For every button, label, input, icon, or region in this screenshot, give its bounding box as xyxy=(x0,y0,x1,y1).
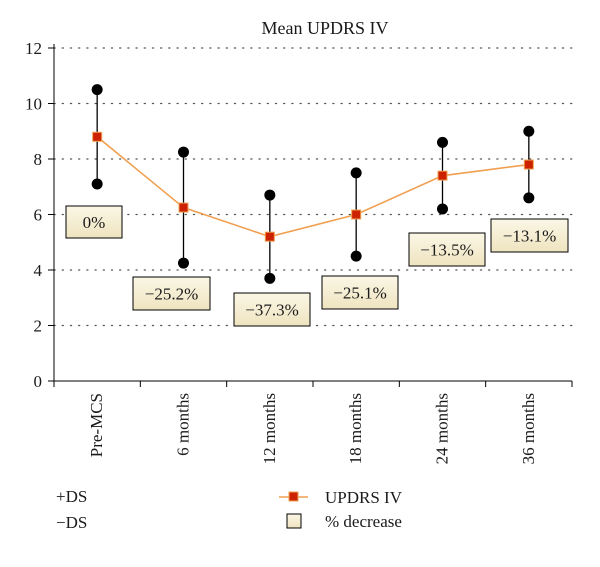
legend-box-label: % decrease xyxy=(325,512,402,531)
legend-box-swatch xyxy=(286,513,302,529)
pct-decrease-label: −25.1% xyxy=(333,284,387,303)
series-line-updrs-iv xyxy=(96,136,529,238)
x-category-label: 6 months xyxy=(174,393,193,456)
pct-decrease-label: −13.5% xyxy=(420,241,474,260)
legend-layer: +DS −DS UPDRS IV % decrease xyxy=(56,487,403,532)
series-point xyxy=(437,170,448,181)
pct-decrease-label: −25.2% xyxy=(145,285,199,304)
y-tick-label: 10 xyxy=(25,95,42,114)
x-category-label: 18 months xyxy=(346,393,365,464)
lower-ds-point xyxy=(91,178,103,190)
x-category-label: 24 months xyxy=(433,393,452,464)
lower-ds-point xyxy=(178,257,189,269)
pct-decrease-label: −13.1% xyxy=(503,227,557,246)
chart-title: Mean UPDRS IV xyxy=(261,18,388,38)
upper-ds-point xyxy=(264,189,276,201)
lower-ds-point xyxy=(437,203,448,215)
pct-decrease-box xyxy=(233,292,311,327)
grid-layer xyxy=(53,47,573,327)
y-tick-label: 0 xyxy=(34,372,43,391)
pct-decrease-label: −37.3% xyxy=(245,301,299,320)
upper-ds-point xyxy=(523,125,535,137)
upper-ds-point xyxy=(350,167,362,179)
y-tick-label: 8 xyxy=(34,150,43,169)
upper-ds-point xyxy=(178,146,189,158)
legend-marker-swatch xyxy=(288,491,299,502)
y-tick-label: 2 xyxy=(34,317,43,336)
pct-decrease-label: 0% xyxy=(83,213,106,232)
series-point xyxy=(523,159,534,170)
series-point xyxy=(264,231,275,242)
upper-ds-point xyxy=(437,136,448,148)
lower-ds-point xyxy=(350,250,362,262)
pct-decrease-box xyxy=(321,275,399,310)
series-point xyxy=(351,209,362,220)
lower-ds-point xyxy=(523,192,535,204)
lower-ds-point xyxy=(264,272,276,284)
pct-decrease-box xyxy=(65,205,123,239)
pct-decrease-box xyxy=(132,276,211,311)
series-point xyxy=(92,131,103,142)
x-category-label: 36 months xyxy=(519,393,538,464)
axis-layer: 0 2 4 6 8 10 12 Pre-MCS 6 months 12 months 18 mont… xyxy=(25,39,573,464)
pct-decrease-box xyxy=(408,232,486,267)
x-category-label: Pre-MCS xyxy=(87,393,106,457)
y-tick-label: 4 xyxy=(34,261,43,280)
label-layer: 0% −25.2% −37.3% −25.1% −13.5% −13.1% xyxy=(65,205,569,327)
x-category-label: 12 months xyxy=(260,393,279,464)
y-tick-label: 6 xyxy=(34,206,43,225)
legend-plus-ds: +DS xyxy=(56,487,87,506)
upper-ds-point xyxy=(91,84,103,96)
y-tick-label: 12 xyxy=(25,39,42,58)
series-point xyxy=(178,202,189,213)
legend-series-label: UPDRS IV xyxy=(325,488,403,507)
legend-minus-ds: −DS xyxy=(56,513,87,532)
pct-decrease-box xyxy=(490,218,569,253)
series-layer xyxy=(91,84,535,284)
